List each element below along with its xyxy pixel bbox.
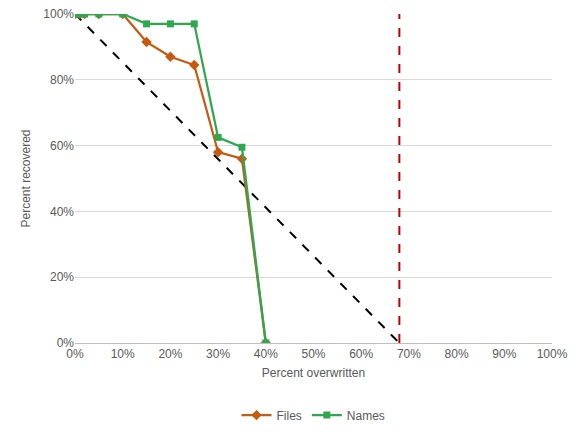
svg-text:10%: 10% (111, 347, 135, 361)
svg-text:30%: 30% (206, 347, 230, 361)
svg-text:50%: 50% (301, 347, 325, 361)
svg-text:60%: 60% (50, 139, 74, 153)
svg-text:90%: 90% (492, 347, 516, 361)
svg-text:60%: 60% (349, 347, 373, 361)
svg-text:20%: 20% (50, 270, 74, 284)
svg-text:Names: Names (347, 409, 385, 423)
svg-text:80%: 80% (445, 347, 469, 361)
svg-text:20%: 20% (158, 347, 182, 361)
svg-text:100%: 100% (537, 347, 568, 361)
svg-text:Files: Files (277, 409, 302, 423)
svg-text:0%: 0% (57, 336, 75, 350)
svg-text:40%: 40% (50, 205, 74, 219)
svg-text:70%: 70% (397, 347, 421, 361)
svg-text:100%: 100% (43, 7, 74, 21)
svg-text:Percent recovered: Percent recovered (19, 129, 33, 227)
svg-text:Percent overwritten: Percent overwritten (262, 366, 365, 380)
svg-text:80%: 80% (50, 73, 74, 87)
svg-text:0%: 0% (66, 347, 84, 361)
svg-text:40%: 40% (254, 347, 278, 361)
